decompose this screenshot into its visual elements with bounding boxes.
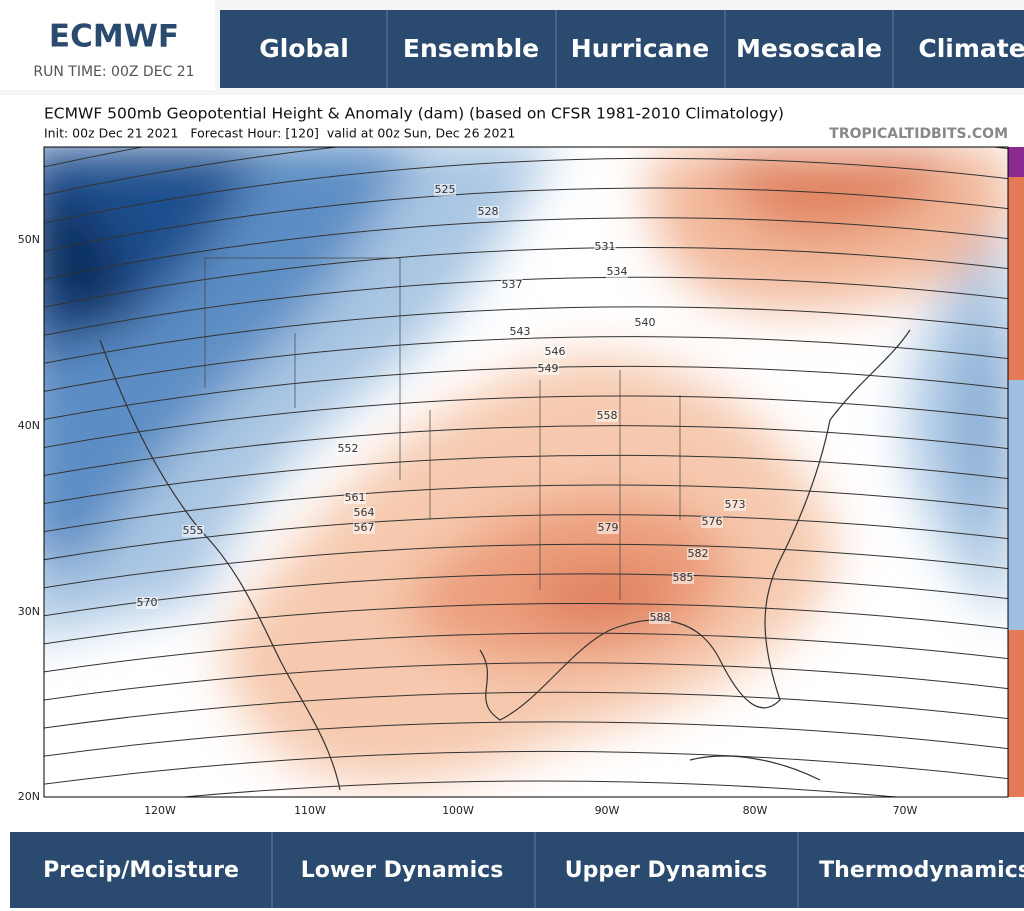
contour-line bbox=[44, 662, 1008, 701]
contour-line bbox=[44, 365, 1008, 420]
contour-label: 570 bbox=[137, 596, 158, 609]
lon-label: 110W bbox=[294, 804, 326, 817]
contour-label: 585 bbox=[673, 571, 694, 584]
contour-label: 549 bbox=[538, 362, 559, 375]
lat-label: 20N bbox=[18, 790, 40, 803]
nav-tab[interactable]: Climate bbox=[918, 34, 1024, 63]
lon-label: 70W bbox=[893, 804, 918, 817]
contour-line bbox=[44, 217, 1008, 280]
logo-box[interactable] bbox=[0, 0, 215, 90]
contour-label-bg bbox=[544, 346, 566, 358]
bottom-nav-tab[interactable]: Upper Dynamics bbox=[565, 858, 768, 883]
contour-label: 564 bbox=[354, 506, 375, 519]
bottom-nav-tab[interactable]: Precip/Moisture bbox=[43, 858, 239, 883]
contour-line bbox=[44, 750, 1008, 785]
contour-label-bg bbox=[724, 499, 746, 511]
contour-label-bg bbox=[597, 522, 619, 534]
contour-line bbox=[44, 603, 1008, 645]
contour-label-bg bbox=[634, 317, 656, 329]
contour-label-bg bbox=[182, 525, 204, 537]
contour-label-bg bbox=[353, 522, 375, 534]
lat-label: 40N bbox=[18, 419, 40, 432]
lon-label: 90W bbox=[595, 804, 620, 817]
source: TROPICALTIDBITS.COM bbox=[829, 126, 1008, 142]
contour-label-bg bbox=[337, 443, 359, 455]
contour-label-bg bbox=[594, 241, 616, 253]
contour-line bbox=[44, 306, 1008, 364]
run-time: RUN TIME: 00Z DEC 21 bbox=[33, 64, 194, 80]
contour-line bbox=[44, 157, 1008, 224]
contour-line bbox=[44, 484, 1008, 533]
contour-label-bg bbox=[344, 492, 366, 504]
contour-label: 525 bbox=[435, 183, 456, 196]
contour-label: 537 bbox=[502, 278, 523, 291]
contour-label: 534 bbox=[607, 265, 628, 278]
contour-label: 540 bbox=[635, 316, 656, 329]
contour-line bbox=[44, 187, 1008, 252]
contour-label: 561 bbox=[345, 491, 366, 504]
contour-line bbox=[178, 780, 902, 797]
nav-tab[interactable]: Hurricane bbox=[571, 34, 709, 63]
contour-line bbox=[44, 691, 1008, 729]
contour-label: 579 bbox=[598, 521, 619, 534]
bottom-nav-tab[interactable]: Thermodynamics bbox=[819, 858, 1024, 883]
contour-label-bg bbox=[136, 597, 158, 609]
contour-label: 531 bbox=[595, 240, 616, 253]
contour-label: 558 bbox=[597, 409, 618, 422]
contour-label-bg bbox=[537, 363, 559, 375]
bottom-nav-tab[interactable]: Lower Dynamics bbox=[301, 858, 504, 883]
lon-label: 100W bbox=[442, 804, 474, 817]
contour-label: 543 bbox=[510, 325, 531, 338]
contour-label-bg bbox=[434, 184, 456, 196]
lon-label: 80W bbox=[743, 804, 768, 817]
contour-label: 573 bbox=[725, 498, 746, 511]
contour-line bbox=[44, 454, 1008, 505]
contour-line bbox=[44, 395, 1008, 449]
contour-label-bg bbox=[672, 572, 694, 584]
contour-line bbox=[44, 543, 1008, 589]
contour-line bbox=[44, 514, 1008, 561]
contour-label: 567 bbox=[354, 521, 375, 534]
contour-label-bg bbox=[649, 612, 671, 624]
nav-tab[interactable]: Mesoscale bbox=[736, 34, 882, 63]
map: 525 528 531 534 537 540 543 546 549 552 555 558 561 5… bbox=[44, 147, 1008, 797]
nav-tab[interactable]: Global bbox=[259, 34, 349, 63]
contour-label-bg bbox=[353, 507, 375, 519]
nav-bar bbox=[220, 10, 1024, 88]
lat-label: 30N bbox=[18, 605, 40, 618]
contour-label: 582 bbox=[688, 547, 709, 560]
contour-line bbox=[44, 721, 1008, 757]
contour-line bbox=[44, 632, 1008, 673]
contour-label: 576 bbox=[702, 515, 723, 528]
contour-line bbox=[44, 573, 1008, 617]
map-title: ECMWF 500mb Geopotential Height & Anomal… bbox=[44, 105, 784, 123]
lon-label: 120W bbox=[144, 804, 176, 817]
logo[interactable]: ECMWF bbox=[49, 19, 179, 55]
contour-label: 528 bbox=[478, 205, 499, 218]
contour-line bbox=[44, 247, 1008, 308]
contour-line bbox=[44, 147, 1008, 196]
contour-label-bg bbox=[701, 516, 723, 528]
contour-label-bg bbox=[509, 326, 531, 338]
map-frame bbox=[43, 146, 1009, 798]
contour-label: 552 bbox=[338, 442, 359, 455]
contour-label-bg bbox=[596, 410, 618, 422]
contour-label-bg bbox=[687, 548, 709, 560]
map-subtitle: Init: 00z Dec 21 2021 Forecast Hour: [12… bbox=[44, 126, 515, 141]
contour-line bbox=[44, 336, 1008, 392]
contour-label: 588 bbox=[650, 611, 671, 624]
color-bar-top bbox=[1008, 147, 1024, 177]
color-bar-mid bbox=[1008, 380, 1024, 630]
bottom-nav-bar bbox=[10, 832, 1024, 908]
nav-tab[interactable]: Ensemble bbox=[403, 34, 539, 63]
contour-line bbox=[44, 425, 1008, 477]
contour-label-bg bbox=[477, 206, 499, 218]
contour-label: 546 bbox=[545, 345, 566, 358]
lat-label: 50N bbox=[18, 233, 40, 246]
contour-label-bg bbox=[501, 279, 523, 291]
contour-label-bg bbox=[606, 266, 628, 278]
contour-label: 555 bbox=[183, 524, 204, 537]
